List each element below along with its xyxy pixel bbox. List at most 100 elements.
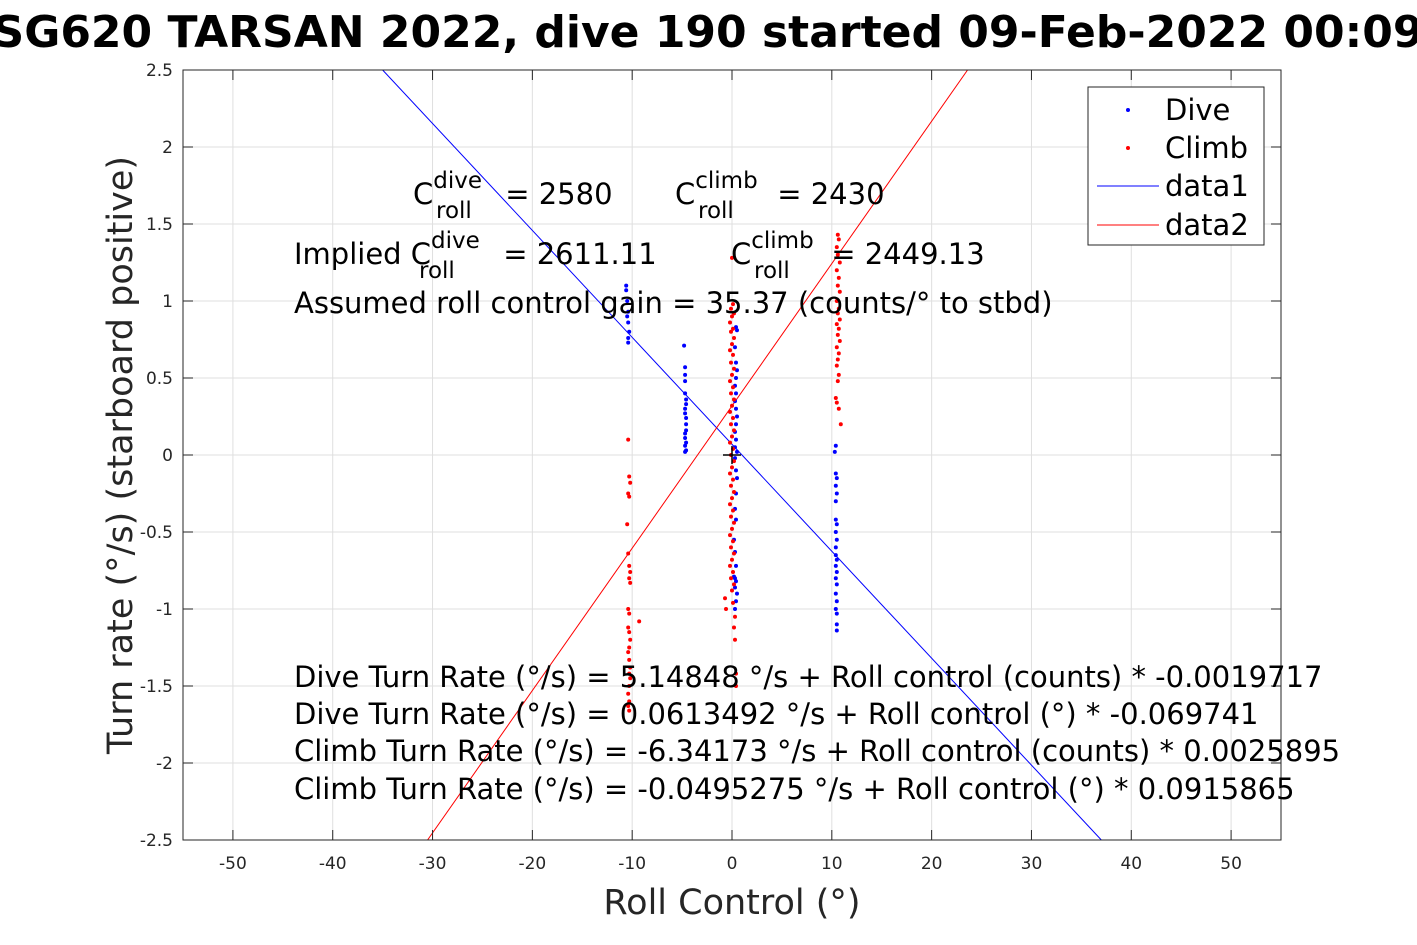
point-dive	[733, 325, 738, 330]
x-tick-labels: -50 -40 -30 -20 -10 0 10 20 30 40 50	[219, 854, 1242, 874]
point-dive	[734, 449, 739, 454]
point-climb	[626, 625, 631, 630]
point-climb	[729, 391, 734, 396]
x-tick-label: 40	[1120, 854, 1142, 874]
point-climb	[730, 314, 734, 319]
point-dive	[833, 471, 838, 476]
fit-line-data2	[427, 70, 968, 840]
point-climb	[730, 600, 735, 605]
implied-climb-sub: roll	[754, 258, 790, 284]
c-climb-sub: roll	[698, 198, 734, 224]
point-dive	[683, 436, 688, 441]
point-climb	[730, 352, 735, 357]
point-dive	[624, 288, 629, 293]
point-climb	[834, 268, 839, 273]
point-climb	[834, 400, 839, 405]
point-climb	[627, 630, 632, 635]
point-climb	[732, 637, 737, 642]
point-dive	[733, 406, 738, 411]
point-dive	[833, 563, 838, 568]
point-climb	[731, 428, 736, 433]
point-climb	[730, 372, 734, 377]
c-climb-value: = 2430	[768, 177, 885, 211]
c-dive-base: C	[413, 177, 433, 211]
point-dive	[834, 628, 839, 633]
point-dive	[625, 314, 630, 319]
point-climb	[731, 397, 736, 402]
point-dive	[833, 517, 838, 522]
point-climb	[627, 611, 632, 616]
x-tick-label: 20	[921, 854, 943, 874]
y-tick-label: -0.5	[140, 523, 173, 543]
annotation-eq1: Dive Turn Rate (°/s) = 5.14848 °/s + Rol…	[294, 660, 1322, 694]
point-dive	[683, 411, 688, 416]
point-climb	[835, 379, 840, 384]
y-tick-label: 0.5	[146, 369, 173, 389]
point-climb	[626, 437, 631, 442]
point-climb	[628, 480, 633, 485]
x-tick-label: 30	[1021, 854, 1043, 874]
point-dive	[833, 443, 838, 448]
y-tick-labels: -2.5 -2 -1.5 -1 -0.5 0 0.5 1 1.5 2 2.5	[140, 61, 173, 851]
c-dive-sub: roll	[436, 198, 472, 224]
legend-label-data1: data1	[1165, 169, 1249, 203]
point-dive	[734, 414, 739, 419]
point-climb	[837, 339, 842, 344]
point-dive	[733, 468, 738, 473]
point-dive	[734, 368, 739, 373]
point-dive	[684, 428, 689, 433]
implied-dive-sup: dive	[431, 228, 480, 254]
point-dive	[732, 585, 737, 590]
point-climb	[625, 522, 630, 527]
point-climb	[627, 657, 632, 662]
point-dive	[733, 599, 738, 604]
implied-climb-base: C	[731, 237, 751, 271]
point-dive	[683, 443, 688, 448]
point-dive	[834, 491, 839, 496]
x-tick-label: -10	[618, 854, 646, 874]
y-tick-label: -2	[156, 754, 173, 774]
point-climb	[627, 576, 632, 581]
point-dive	[683, 406, 688, 411]
y-tick-label: 1.5	[146, 215, 173, 235]
point-dive	[626, 335, 631, 340]
point-climb	[627, 671, 632, 676]
point-climb	[627, 645, 632, 650]
point-dive	[833, 499, 838, 504]
point-dive	[834, 570, 839, 575]
point-climb	[627, 494, 632, 499]
point-dive	[683, 391, 688, 396]
point-dive	[682, 343, 687, 348]
point-climb	[834, 299, 839, 303]
point-dive	[684, 416, 689, 421]
point-climb	[730, 326, 735, 331]
point-climb	[834, 322, 839, 327]
point-climb	[730, 496, 734, 501]
point-dive	[683, 372, 688, 377]
point-climb	[731, 551, 736, 556]
point-climb	[627, 474, 632, 479]
axes-box	[182, 69, 1282, 841]
y-tick-label: 1	[162, 292, 173, 312]
point-dive	[834, 522, 839, 527]
point-dive	[834, 537, 839, 542]
point-climb	[732, 614, 737, 619]
point-dive	[834, 476, 839, 481]
point-climb	[731, 311, 736, 316]
point-dive	[734, 476, 739, 481]
point-dive	[734, 328, 739, 333]
point-climb	[836, 406, 841, 411]
point-climb	[731, 489, 736, 494]
annotation-eq3: Climb Turn Rate (°/s) = -6.34173 °/s + R…	[294, 734, 1340, 768]
point-climb	[730, 588, 734, 593]
c-dive-value: = 2580	[496, 177, 613, 211]
point-dive	[683, 365, 688, 370]
point-dive	[733, 376, 738, 380]
legend-label-data2: data2	[1165, 208, 1249, 242]
implied-dive-sub: roll	[419, 258, 455, 284]
point-climb	[730, 403, 734, 408]
y-tick-label: -1	[156, 600, 173, 620]
c-climb-sup: climb	[695, 168, 757, 194]
point-climb	[728, 533, 733, 538]
